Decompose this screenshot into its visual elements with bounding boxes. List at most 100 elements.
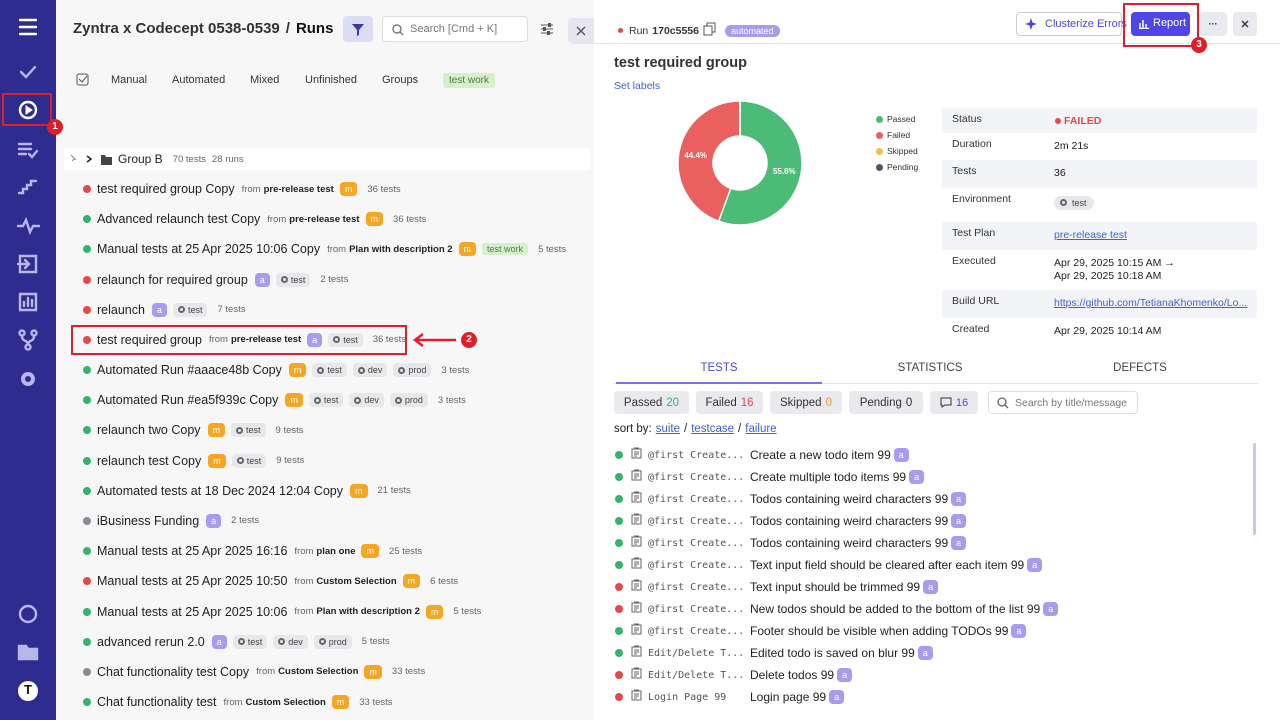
detail-tab[interactable]: DEFECTS [1113,362,1167,374]
env-name: prod [328,636,347,647]
comments-filter[interactable]: 16 [930,391,978,414]
select-icon[interactable] [76,73,89,91]
env-name: test [343,334,358,345]
status-filter[interactable]: Skipped 0 [770,391,842,414]
settings-icon[interactable] [540,22,554,41]
legend-item[interactable]: Pending [876,162,918,172]
test-suite: @first Create... [648,471,744,483]
filter-button[interactable] [343,16,373,42]
status-dot [615,451,623,459]
from-plan[interactable]: Custom Selection [278,666,359,678]
run-id-value: 170c5556 [652,24,699,37]
filter-tab[interactable]: Manual [111,74,148,86]
filter-icon [352,24,364,36]
legend-item[interactable]: Failed [876,130,910,140]
search-box[interactable]: Search [Cmd + K] [382,16,528,42]
run-row[interactable]: test required group Copy from pre-release … [83,179,401,199]
run-row[interactable]: Manual tests at 25 Apr 2025 10:06 Copy fr… [83,239,566,259]
test-row[interactable]: @first Create... Create multiple todo ite… [615,467,1245,487]
test-row[interactable]: @first Create... Text input field should … [615,555,1245,575]
test-row[interactable]: @first Create... Todos containing weird c… [615,533,1245,553]
run-row[interactable]: Chat functionality test from Custom Select… [83,692,393,712]
file-icon [631,622,642,640]
test-row[interactable]: Login Page 99 Login page 99 a [615,687,1245,707]
run-row[interactable]: Automated tests at 18 Dec 2024 12:04 Cop… [83,481,411,501]
test-row[interactable]: @first Create... Create a new todo item 9… [615,445,1245,465]
test-row[interactable]: @first Create... Text input should be tri… [615,577,1245,597]
annotation-number: 1 [47,119,63,135]
run-row[interactable]: Advanced relaunch test Copy from pre-relea… [83,209,426,229]
detail-value[interactable]: pre-release test [1054,229,1127,241]
avatar[interactable]: T [24,682,32,697]
run-row[interactable]: relaunch two Copy m test 9 tests [83,420,304,440]
set-labels-link[interactable]: Set labels [614,80,661,92]
from-plan[interactable]: pre-release test [289,213,360,225]
status-dot [83,486,91,495]
detail-tab[interactable]: STATISTICS [897,362,963,374]
test-suite: @first Create... [648,537,744,549]
run-row[interactable]: Chat functionality test Copy from Custom S… [83,662,425,682]
filter-tab[interactable]: Automated [172,74,226,86]
run-row[interactable]: Manual tests at 25 Apr 2025 10:06 from Pla… [83,602,481,622]
run-row[interactable]: advanced rerun 2.0 a test dev prod 5 tests [83,632,390,652]
run-row[interactable]: iBusiness Funding a 2 tests [83,511,259,531]
test-row[interactable]: Edit/Delete T... Delete todos 99 a [615,665,1245,685]
from-plan[interactable]: pre-release test [230,334,302,346]
run-row[interactable]: Automated Run #aaace48b Copy m test dev prod… [83,360,469,380]
test-row[interactable]: @first Create... Todos containing weird c… [615,489,1245,509]
detail-tab[interactable]: TESTS [700,362,738,374]
filter-tab[interactable]: Unfinished [305,74,357,86]
test-row[interactable]: @first Create... Todos containing weird c… [615,511,1245,531]
report-button[interactable]: Report [1131,12,1190,36]
env-tag: test [328,332,363,347]
run-row[interactable]: Manual tests at 25 Apr 2025 16:16 from pla… [83,541,422,561]
filter-tab[interactable]: Mixed [250,74,280,86]
sort-link[interactable]: testcase [691,423,735,435]
legend-swatch [876,131,883,139]
legend-item[interactable]: Passed [876,114,915,124]
run-badge: m [207,423,226,438]
status-dot [83,426,91,435]
close-panel[interactable] [568,18,594,44]
more-button[interactable]: ··· [1199,12,1227,36]
project-name[interactable]: Zyntra x Codecept 0538-0539 [73,20,280,37]
filter-tab[interactable]: test work [443,73,496,88]
run-row[interactable]: Manual tests at 25 Apr 2025 10:50 from Cus… [83,571,458,591]
sort-link[interactable]: failure [745,423,777,435]
legend-item[interactable]: Skipped [876,146,918,156]
sparkle [1025,18,1037,30]
copy-icon[interactable] [703,22,717,39]
run-row[interactable]: relaunch for required group a test 2 tests [83,270,348,290]
from-plan[interactable]: Custom Selection [316,575,397,587]
from-plan[interactable]: Plan with description 2 [349,243,453,255]
tab-underline [616,382,822,384]
clusterize-button[interactable]: Clusterize Errors [1016,12,1127,36]
file-icon [631,534,642,552]
run-row[interactable]: test required group from pre-release test a… [83,330,406,350]
clipboard [631,623,642,635]
status-filter[interactable]: Failed 16 [696,391,763,414]
file-icon [631,578,642,596]
test-suite: Login Page 99 [648,691,727,703]
group-row[interactable]: Group B 70 tests 28 runs [64,148,590,170]
sort-link[interactable]: suite [655,423,681,435]
status-filter[interactable]: Passed 20 [614,391,689,414]
from-plan[interactable]: plan one [316,545,356,557]
run-row[interactable]: Automated Run #ea5f939c Copy m test dev prod… [83,390,466,410]
filter-tab[interactable]: Groups [382,74,419,86]
test-row[interactable]: @first Create... New todos should be adde… [615,599,1245,619]
detail-value[interactable]: https://github.com/TetianaKhomenko/Lo... [1054,297,1248,309]
from-plan[interactable]: pre-release test [263,183,334,195]
test-search[interactable]: Search by title/message [988,391,1138,414]
header-divider [594,43,1280,44]
run-row[interactable]: relaunch a test 7 tests [83,300,245,320]
tests-count: 5 tests [361,636,390,648]
close-button[interactable] [1233,12,1257,36]
from-plan[interactable]: Custom Selection [245,696,326,708]
clipboard [631,535,642,547]
from-plan[interactable]: Plan with description 2 [316,606,420,618]
status-filter[interactable]: Pending 0 [849,391,923,414]
test-row[interactable]: @first Create... Footer should be visible… [615,621,1245,641]
run-row[interactable]: relaunch test Copy m test 9 tests [83,451,304,471]
test-row[interactable]: Edit/Delete T... Edited todo is saved on … [615,643,1245,663]
